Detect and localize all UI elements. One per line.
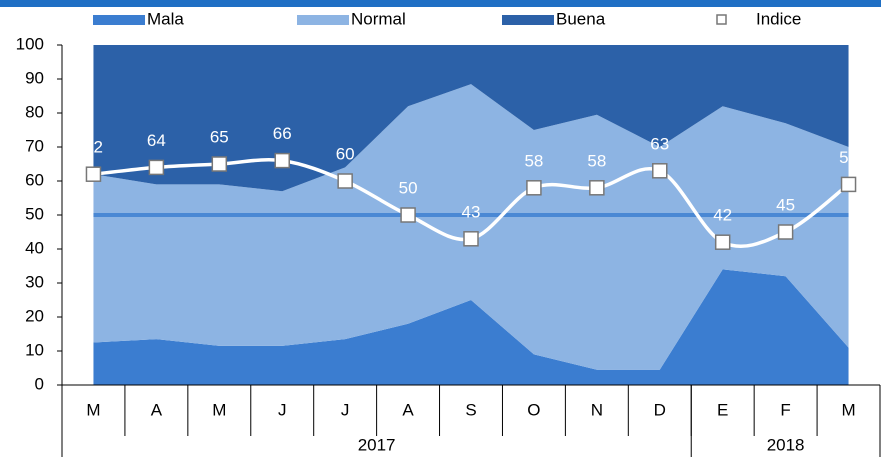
y-tick-label: 90 <box>25 68 44 87</box>
index-marker <box>777 224 794 240</box>
index-marker <box>652 163 668 179</box>
x-tick-label: J <box>341 400 350 419</box>
legend-swatch <box>502 15 554 25</box>
area <box>93 84 849 370</box>
value-label: 60 <box>336 144 355 163</box>
y-tick-label: 60 <box>25 170 44 189</box>
value-label: 62 <box>84 138 103 157</box>
index-marker <box>148 159 165 176</box>
index-marker <box>211 156 228 172</box>
value-label: 42 <box>713 206 732 225</box>
value-label: 66 <box>273 124 292 143</box>
legend-marker <box>716 14 727 25</box>
y-tick-label: 30 <box>25 272 44 291</box>
y-tick-label: 80 <box>25 102 44 121</box>
index-marker <box>589 180 605 196</box>
y-tick-label: 10 <box>25 340 44 359</box>
x-tick-label: F <box>780 400 790 419</box>
index-marker <box>400 207 416 223</box>
y-tick-label: 50 <box>25 204 44 223</box>
x-tick-label: E <box>717 400 728 419</box>
x-tick-label: M <box>86 400 100 419</box>
legend-label: Indice <box>756 9 801 28</box>
value-label: 50 <box>399 178 418 197</box>
index-marker <box>714 234 731 250</box>
value-label: 58 <box>524 151 543 170</box>
index-marker <box>337 173 353 189</box>
index-marker <box>526 180 542 196</box>
value-label: 45 <box>776 195 795 214</box>
legend-swatch <box>93 15 145 25</box>
legend-label: Normal <box>351 9 406 28</box>
index-marker <box>840 176 857 193</box>
value-label: 63 <box>650 134 669 153</box>
legend-swatch <box>297 15 349 25</box>
area <box>93 269 849 385</box>
legend-label: Mala <box>147 9 184 28</box>
value-label: 64 <box>147 131 166 150</box>
x-tick-label: A <box>151 400 163 419</box>
x-tick-label: D <box>654 400 666 419</box>
y-tick-label: 100 <box>16 34 44 53</box>
x-tick-label: S <box>465 400 476 419</box>
legend-label: Buena <box>556 9 606 28</box>
index-marker <box>463 231 479 247</box>
x-group-label: 2017 <box>358 435 396 454</box>
value-label: 59 <box>839 148 858 167</box>
x-tick-label: O <box>527 400 540 419</box>
x-tick-label: M <box>841 400 855 419</box>
index-marker <box>274 152 290 169</box>
y-tick-label: 20 <box>25 306 44 325</box>
x-group-label: 2018 <box>767 435 805 454</box>
y-tick-label: 70 <box>25 136 44 155</box>
index-marker <box>85 166 102 182</box>
x-tick-label: N <box>591 400 603 419</box>
y-tick-label: 40 <box>25 238 44 257</box>
value-label: 65 <box>210 127 229 146</box>
header-banner <box>0 0 881 7</box>
y-tick-label: 0 <box>35 374 44 393</box>
x-tick-label: A <box>402 400 414 419</box>
x-tick-label: J <box>278 400 287 419</box>
x-tick-label: M <box>212 400 226 419</box>
value-label: 43 <box>462 202 481 221</box>
value-label: 58 <box>587 151 606 170</box>
